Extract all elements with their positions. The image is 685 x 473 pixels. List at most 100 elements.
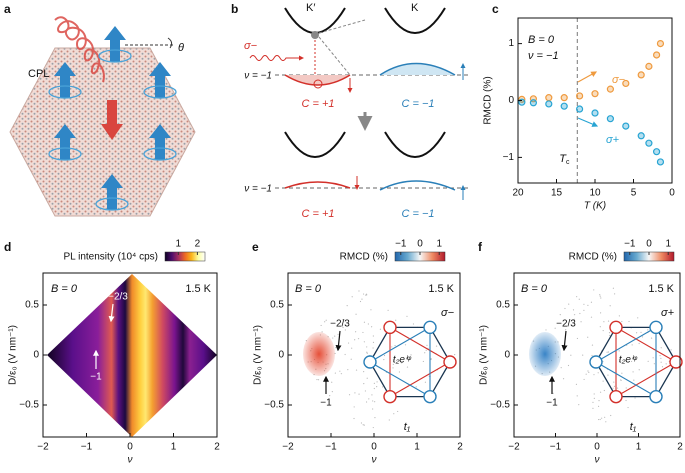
background-speckle	[587, 304, 589, 306]
background-speckle	[392, 363, 394, 366]
annotation: 1.5 K	[185, 283, 211, 295]
background-speckle	[621, 320, 623, 323]
background-speckle	[593, 289, 595, 291]
annotation: 1.5 K	[428, 283, 454, 295]
lattice-hexagon	[9, 47, 196, 217]
background-speckle	[334, 335, 336, 337]
colorbar-tick-label: −1	[624, 239, 636, 250]
background-speckle	[592, 401, 594, 403]
background-speckle	[599, 391, 602, 393]
data-point	[637, 71, 645, 79]
background-speckle	[591, 354, 593, 357]
annotation-arrow	[335, 330, 342, 352]
valley-label: K′	[306, 2, 315, 14]
annotation: −1	[320, 398, 332, 409]
background-speckle	[337, 333, 339, 335]
data-point	[560, 102, 568, 110]
background-speckle	[406, 366, 409, 368]
background-speckle	[576, 395, 578, 397]
background-speckle	[609, 334, 611, 337]
background-speckle	[372, 341, 375, 343]
background-speckle	[342, 326, 344, 329]
panel-label: e	[252, 240, 259, 254]
background-speckle	[383, 358, 385, 361]
background-speckle	[387, 309, 389, 311]
y-axis-label: D/ε₀ (V nm⁻¹)	[253, 325, 264, 385]
colorbar	[164, 251, 206, 262]
background-speckle	[355, 313, 357, 315]
x-tick-label: −1	[325, 442, 337, 453]
background-speckle	[599, 295, 601, 297]
background-speckle	[638, 342, 640, 345]
background-speckle	[422, 360, 424, 363]
annotation: t₁	[404, 421, 411, 433]
data-point	[606, 115, 615, 123]
background-speckle	[670, 349, 672, 351]
background-speckle	[346, 304, 348, 307]
x-tick-label: −1	[550, 442, 562, 453]
colorbar-label: PL intensity (10⁴ cps)	[63, 252, 158, 263]
background-speckle	[599, 312, 602, 314]
background-speckle	[331, 381, 333, 383]
data-point	[545, 94, 553, 102]
y-tick-label: 0.5	[270, 300, 284, 311]
background-speckle	[320, 324, 322, 327]
background-speckle	[559, 313, 561, 316]
background-speckle	[587, 370, 589, 372]
guide	[318, 19, 366, 76]
background-speckle	[340, 373, 343, 375]
data-point	[652, 148, 661, 156]
site	[609, 389, 623, 404]
data-point	[575, 105, 584, 113]
background-speckle	[665, 363, 667, 365]
annotation: t₂eⁱᵠ	[393, 355, 412, 366]
background-speckle	[363, 371, 365, 373]
background-speckle	[659, 355, 661, 357]
annotation-arrow	[577, 117, 599, 127]
background-speckle	[601, 417, 603, 419]
background-speckle	[394, 344, 396, 347]
series-label: σ+	[606, 134, 620, 146]
y-tick-label: −0.5	[264, 400, 284, 411]
background-speckle	[613, 381, 615, 383]
background-speckle	[636, 332, 638, 334]
background-speckle	[454, 353, 456, 356]
background-speckle	[578, 298, 580, 300]
background-speckle	[355, 331, 357, 333]
hopping-triangle	[389, 326, 452, 398]
series-label: σ−	[612, 74, 626, 86]
background-speckle	[588, 371, 590, 374]
background-speckle	[598, 399, 600, 402]
background-speckle	[395, 319, 397, 321]
background-speckle	[401, 362, 403, 364]
panel-a: a CPL θ	[4, 2, 196, 217]
background-speckle	[383, 354, 386, 357]
background-speckle	[344, 353, 346, 356]
background-speckle	[373, 387, 375, 390]
background-speckle	[362, 424, 364, 426]
background-speckle	[618, 358, 621, 360]
background-speckle	[430, 358, 432, 360]
background-speckle	[605, 421, 607, 423]
background-speckle	[610, 414, 612, 417]
y-tick-label: 0	[504, 350, 510, 361]
background-speckle	[357, 338, 360, 340]
annotation: B = 0	[51, 283, 78, 295]
hopping-triangle	[615, 326, 678, 398]
background-speckle	[647, 329, 649, 331]
x-tick-label: 0	[669, 188, 675, 199]
panel-label: f	[478, 240, 483, 254]
background-speckle	[342, 319, 344, 321]
background-speckle	[372, 335, 374, 337]
annotation-arrow	[108, 303, 115, 323]
background-speckle	[317, 379, 320, 381]
background-speckle	[371, 326, 373, 328]
background-speckle	[347, 342, 350, 344]
panel-b: b K′ K σ− ν = −1 ν = −1 C = +1 C = −1 C …	[231, 2, 468, 220]
chern-label: C = +1	[301, 208, 334, 220]
background-speckle	[363, 383, 365, 385]
background-speckle	[630, 360, 633, 363]
chern-label: C = −1	[401, 208, 434, 220]
background-speckle	[600, 297, 602, 299]
data-point	[622, 122, 630, 130]
